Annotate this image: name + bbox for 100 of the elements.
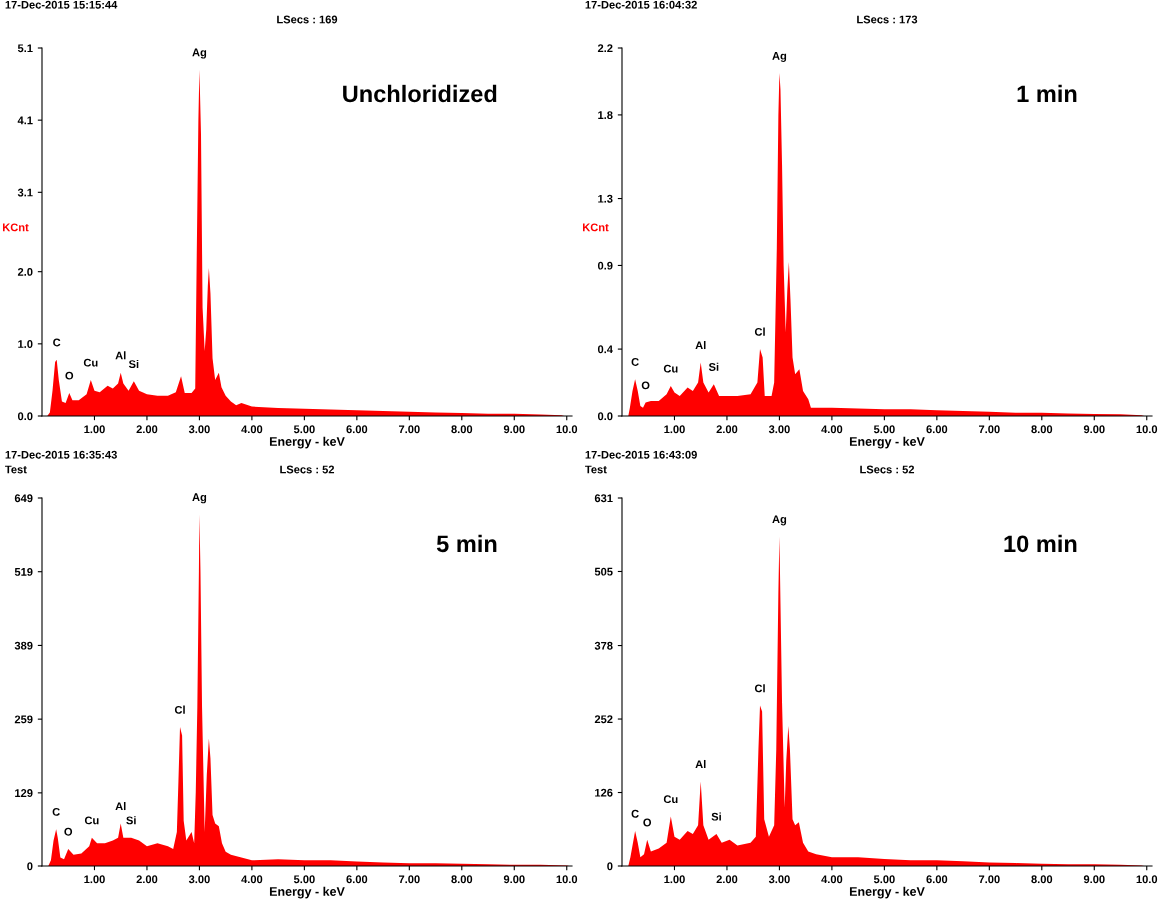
annotation: Al bbox=[695, 341, 706, 350]
x-tick-label: 4.00 bbox=[241, 875, 263, 884]
x-tick-label: 4.00 bbox=[241, 425, 263, 434]
x-tick-label: 6.00 bbox=[346, 425, 368, 434]
y-tick-label: 0.9 bbox=[597, 261, 613, 270]
x-tick-label: 7.00 bbox=[398, 875, 420, 884]
y-tick-label: 2.0 bbox=[17, 267, 33, 276]
y-tick-label: 631 bbox=[594, 494, 613, 503]
y-tick-label: 3.1 bbox=[17, 188, 33, 197]
x-tick-label: 7.00 bbox=[398, 425, 420, 434]
x-tick-label: 10.0 bbox=[1136, 425, 1158, 434]
y-tick-label: 505 bbox=[594, 567, 613, 576]
x-tick-label: 1.00 bbox=[84, 875, 105, 884]
chart-title: 17-Dec-2015 16:04:32 bbox=[585, 0, 697, 9]
y-tick-label: 4.1 bbox=[17, 116, 33, 125]
y-tick-label: 649 bbox=[14, 494, 33, 503]
x-tick-label: 5.00 bbox=[293, 875, 315, 884]
y-tick-label: 129 bbox=[15, 789, 33, 797]
annotation: Ag bbox=[192, 48, 207, 59]
annotation: Cl bbox=[754, 684, 765, 693]
x-axis-title: Energy - keV bbox=[269, 886, 345, 899]
x-tick-label: 10.0 bbox=[1136, 875, 1158, 884]
chart-title: 17-Dec-2015 15:15:44 bbox=[5, 0, 118, 9]
annotation: O bbox=[643, 818, 652, 827]
x-tick-label: 2.00 bbox=[136, 425, 158, 434]
x-tick-label: 7.00 bbox=[978, 425, 1000, 434]
y-tick-label: 5.1 bbox=[17, 44, 33, 53]
chart-title: 17-Dec-2015 16:35:43 bbox=[5, 450, 117, 459]
y-tick-label: 378 bbox=[594, 641, 613, 650]
annotation: Cu bbox=[83, 358, 98, 367]
chart-subtitle: LSecs : 169 bbox=[277, 15, 338, 24]
x-tick-label: 2.00 bbox=[716, 425, 738, 434]
chart-title: 17-Dec-2015 16:43:09 bbox=[585, 450, 697, 459]
x-axis-title: Energy - keV bbox=[849, 886, 925, 899]
annotation: O bbox=[65, 371, 74, 380]
annotation: 10 min bbox=[1004, 534, 1077, 553]
annotation: C bbox=[631, 358, 639, 366]
x-tick-label: 8.00 bbox=[1031, 875, 1053, 884]
x-tick-label: 1.00 bbox=[84, 425, 105, 434]
x-tick-label: 3.00 bbox=[188, 425, 210, 434]
chart-subtitle: LSecs : 52 bbox=[280, 465, 335, 474]
annotation: Al bbox=[115, 802, 126, 811]
annotation: Al bbox=[115, 351, 126, 360]
annotation: C bbox=[52, 807, 60, 816]
x-tick-label: 10.0 bbox=[556, 425, 578, 434]
x-tick-label: 1.00 bbox=[664, 875, 685, 884]
y-tick-label: 0.0 bbox=[597, 412, 613, 421]
y-tick-label: 1.3 bbox=[598, 194, 613, 203]
x-tick-label: 6.00 bbox=[926, 425, 948, 434]
x-axis-title: Energy - keV bbox=[269, 436, 345, 449]
y-tick-label: 252 bbox=[594, 715, 613, 724]
chart-subtitle: LSecs : 173 bbox=[857, 15, 918, 24]
x-tick-label: 2.00 bbox=[136, 875, 158, 884]
x-tick-label: 4.00 bbox=[821, 425, 843, 434]
x-tick-label: 9.00 bbox=[1083, 425, 1105, 434]
x-tick-label: 3.00 bbox=[768, 425, 790, 434]
x-tick-label: 4.00 bbox=[821, 875, 843, 884]
annotation: Al bbox=[695, 759, 706, 769]
annotation: 1 min bbox=[1017, 84, 1077, 102]
chart-subtitle: LSecs : 52 bbox=[860, 465, 915, 474]
annotation: Si bbox=[708, 362, 719, 371]
y-tick-label: 519 bbox=[14, 567, 33, 576]
y-tick-label: 126 bbox=[595, 788, 613, 797]
annotation: C bbox=[53, 338, 61, 347]
annotation: Ag bbox=[772, 51, 787, 62]
y-tick-label: 0 bbox=[607, 862, 613, 871]
x-tick-label: 3.00 bbox=[188, 875, 210, 884]
y-tick-label: 0.0 bbox=[17, 412, 33, 421]
x-tick-label: 6.00 bbox=[926, 875, 948, 884]
annotation: Cu bbox=[663, 364, 678, 373]
y-axis-title: KCnt bbox=[2, 223, 29, 232]
x-tick-label: 7.00 bbox=[978, 875, 1000, 884]
y-tick-label: 1.8 bbox=[598, 111, 613, 120]
annotation: O bbox=[641, 381, 650, 390]
x-tick-label: 10.0 bbox=[556, 875, 578, 884]
annotation: Ag bbox=[192, 493, 207, 504]
annotation: Unchloridized bbox=[343, 84, 497, 103]
annotation: O bbox=[64, 827, 73, 836]
y-tick-label: 0 bbox=[27, 862, 33, 871]
annotation: Si bbox=[128, 359, 139, 369]
x-axis-title: Energy - keV bbox=[849, 436, 925, 449]
annotation: Si bbox=[126, 816, 136, 825]
x-tick-label: 8.00 bbox=[1031, 425, 1053, 434]
y-tick-label: 0.4 bbox=[597, 345, 613, 354]
annotation: Cl bbox=[754, 327, 765, 336]
x-tick-label: 9.00 bbox=[503, 875, 525, 884]
annotation: C bbox=[631, 809, 639, 818]
x-tick-label: 2.00 bbox=[716, 875, 738, 884]
annotation: Si bbox=[711, 812, 721, 821]
annotation: Cu bbox=[84, 816, 99, 825]
x-tick-label: 8.00 bbox=[451, 425, 473, 434]
annotation: Ag bbox=[772, 515, 787, 526]
x-tick-label: 3.00 bbox=[768, 875, 790, 884]
x-tick-label: 1.00 bbox=[664, 425, 685, 434]
x-tick-label: 5.00 bbox=[873, 425, 895, 434]
y-tick-label: 389 bbox=[14, 641, 33, 650]
text: Test bbox=[5, 465, 27, 474]
annotation: Cu bbox=[663, 795, 678, 804]
x-tick-label: 9.00 bbox=[503, 425, 525, 434]
text: Test bbox=[585, 465, 607, 474]
